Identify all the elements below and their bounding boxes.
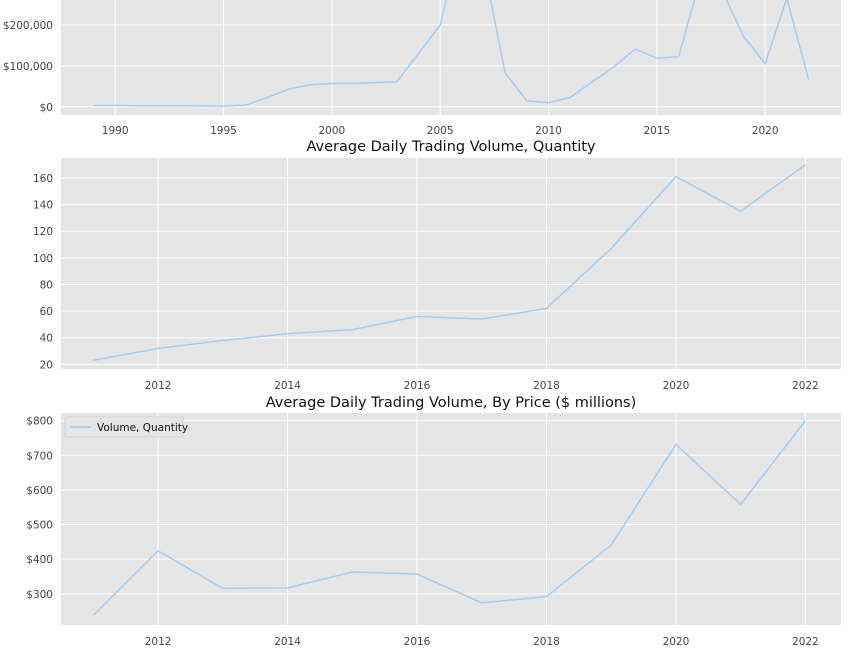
y-tick-label: 160 bbox=[33, 173, 53, 185]
series-line bbox=[93, 0, 810, 107]
y-tick-label: 40 bbox=[40, 333, 53, 345]
x-tick-label: 2018 bbox=[533, 636, 560, 648]
y-tick-label: $500 bbox=[26, 520, 53, 532]
y-tick-label: $100,000 bbox=[3, 61, 53, 73]
y-tick-label: 140 bbox=[33, 200, 53, 212]
y-tick-label: 80 bbox=[40, 279, 53, 291]
series-line bbox=[93, 164, 806, 361]
x-tick-label: 2016 bbox=[404, 380, 431, 392]
legend-box bbox=[64, 416, 184, 438]
x-tick-label: 2020 bbox=[663, 636, 690, 648]
chart-panel-price: 2012 2014 2016 2018 2020 2022 $300 $400 $500 $600… bbox=[26, 395, 841, 648]
x-tick-label: 2016 bbox=[404, 636, 431, 648]
y-tick-label: $300 bbox=[26, 589, 53, 601]
chart-title: Average Daily Trading Volume, By Price (… bbox=[266, 395, 637, 411]
x-tick-label: 2014 bbox=[274, 636, 301, 648]
x-tick-label: 2020 bbox=[752, 125, 779, 137]
x-tick-label: 2020 bbox=[663, 380, 690, 392]
y-tick-label: $600 bbox=[26, 485, 53, 497]
y-tick-label: 20 bbox=[40, 359, 53, 371]
y-tick-label: $800 bbox=[26, 416, 53, 428]
x-tick-label: 2005 bbox=[427, 125, 454, 137]
legend: Volume, Quantity bbox=[64, 416, 188, 438]
y-tick-label: 100 bbox=[33, 253, 53, 265]
chart-panel-quantity: 2012 2014 2016 2018 2020 2022 20 40 60 80 100 120 14… bbox=[33, 139, 841, 392]
x-tick-label: 2022 bbox=[792, 636, 819, 648]
x-tick-label: 2018 bbox=[533, 380, 560, 392]
x-tick-label: 2012 bbox=[145, 380, 172, 392]
chart-panel-top: 1990 1995 2000 2005 2010 2015 2020 $0 $100,000 $2… bbox=[3, 0, 841, 137]
legend-entry: Volume, Quantity bbox=[97, 422, 188, 434]
plot-area bbox=[61, 0, 841, 115]
x-tick-label: 2014 bbox=[274, 380, 301, 392]
series-line bbox=[92, 420, 806, 616]
y-tick-label: 60 bbox=[40, 306, 53, 318]
x-tick-label: 2000 bbox=[318, 125, 345, 137]
chart-title: Average Daily Trading Volume, Quantity bbox=[306, 139, 595, 155]
x-tick-label: 2010 bbox=[535, 125, 562, 137]
x-tick-label: 2015 bbox=[643, 125, 670, 137]
y-tick-label: $700 bbox=[26, 450, 53, 462]
y-tick-label: 120 bbox=[33, 226, 53, 238]
plot-area bbox=[61, 158, 841, 369]
y-tick-label: $200,000 bbox=[3, 20, 53, 32]
y-tick-label: $0 bbox=[40, 102, 53, 114]
y-tick-label: $400 bbox=[26, 554, 53, 566]
x-tick-label: 1990 bbox=[102, 125, 129, 137]
x-tick-label: 2012 bbox=[145, 636, 172, 648]
x-tick-label: 1995 bbox=[210, 125, 237, 137]
x-tick-label: 2022 bbox=[792, 380, 819, 392]
plot-area bbox=[61, 413, 841, 625]
